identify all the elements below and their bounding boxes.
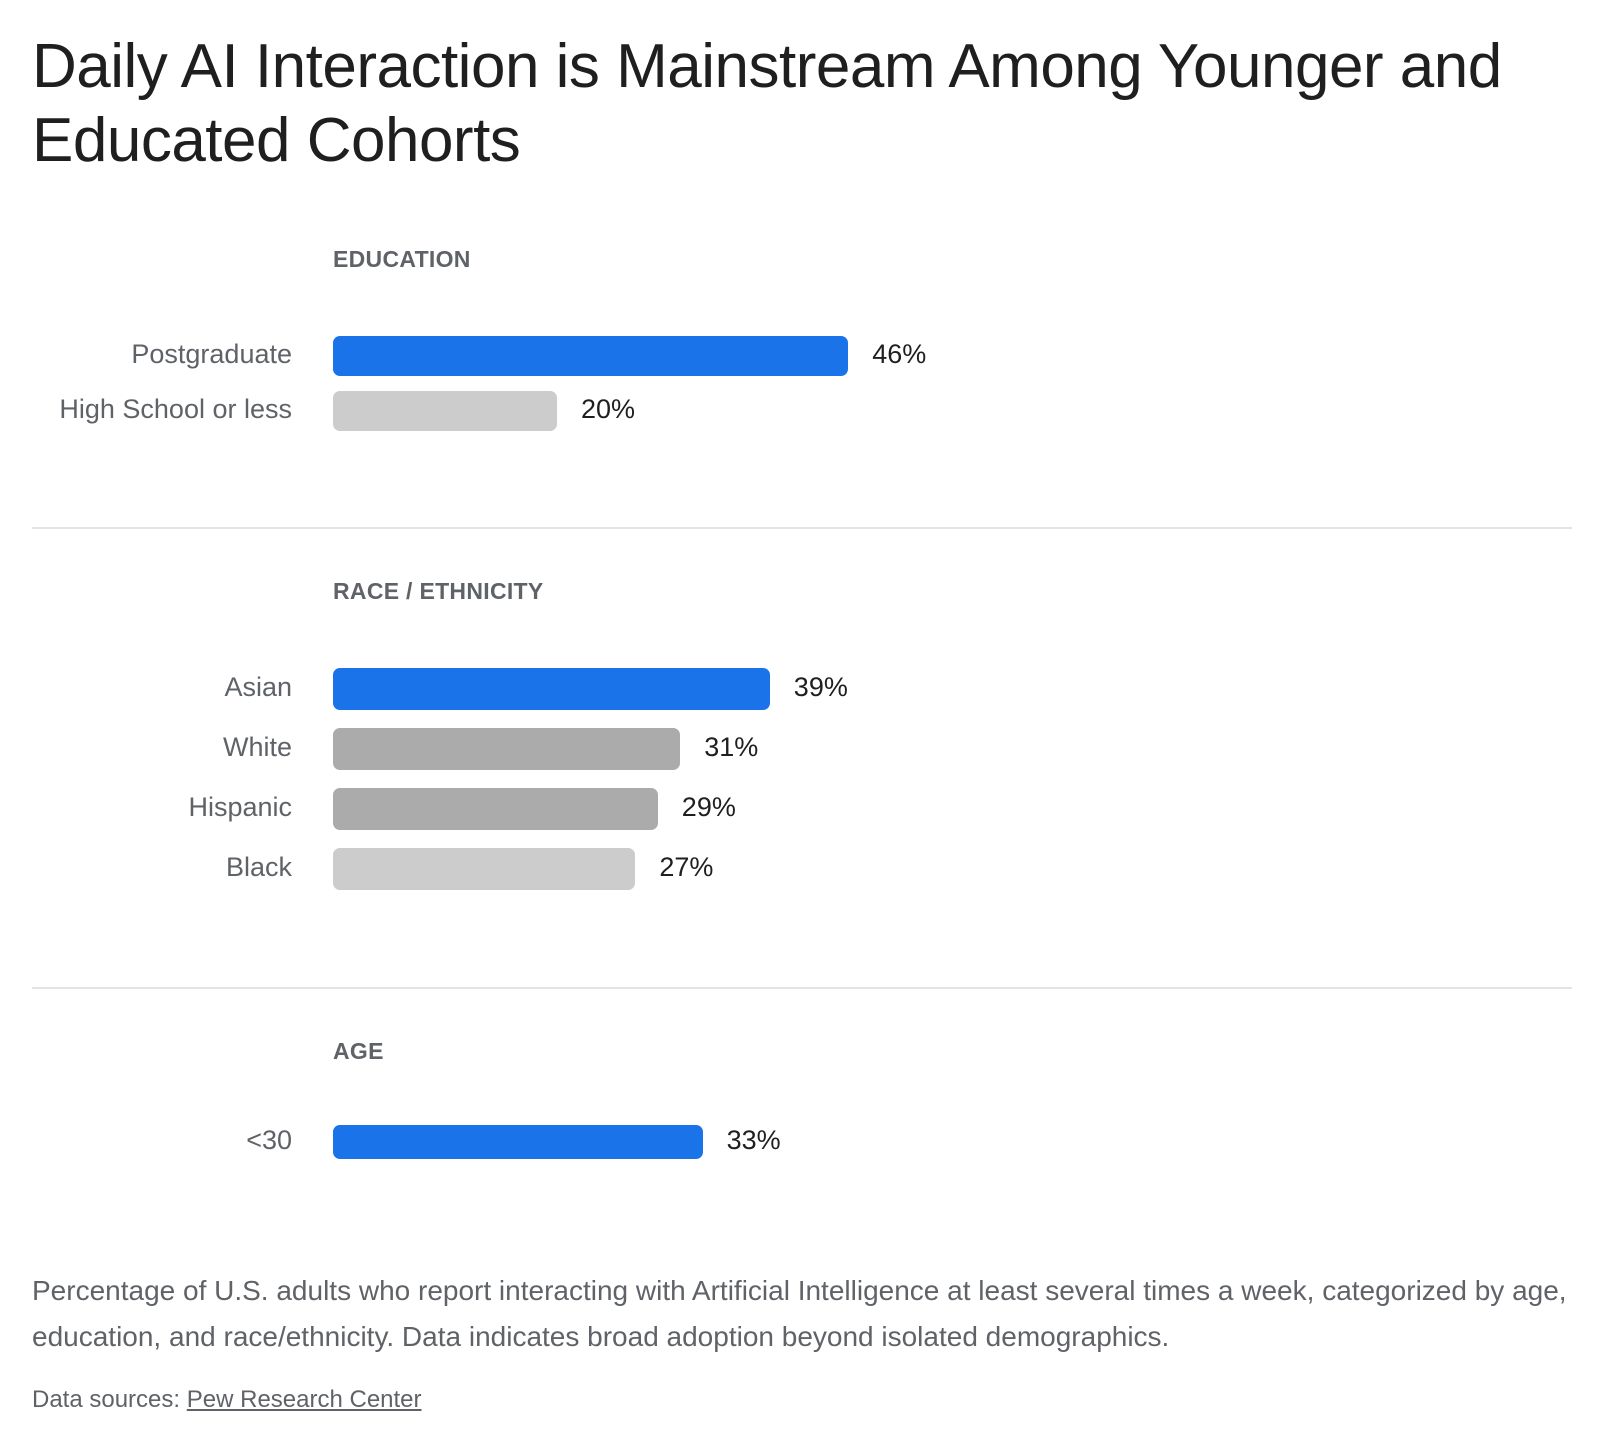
bar: [333, 728, 681, 770]
category-label: White: [222, 732, 292, 762]
bar: [333, 1125, 703, 1159]
chart-caption: Percentage of U.S. adults who report int…: [32, 1275, 1567, 1352]
category-label: Asian: [224, 672, 292, 702]
bar: [333, 336, 849, 376]
data-source: Data sources: Pew Research Center: [32, 1386, 422, 1414]
category-label: Black: [225, 852, 292, 882]
bar: [333, 848, 636, 890]
category-label: <30: [246, 1125, 292, 1155]
section-title: RACE / ETHNICITY: [333, 578, 544, 604]
bar: [333, 391, 557, 431]
section-title: AGE: [333, 1038, 384, 1064]
bar: [333, 788, 658, 830]
chart-title: Daily AI Interaction is Mainstream Among…: [32, 32, 1502, 175]
section-divider: [32, 527, 1572, 529]
bar: [333, 668, 770, 710]
data-label: 39%: [793, 672, 848, 702]
category-label: Postgraduate: [131, 339, 292, 369]
data-label: 29%: [681, 792, 736, 822]
data-label: 31%: [704, 732, 759, 762]
data-label: 27%: [659, 852, 714, 882]
data-label: 46%: [872, 339, 927, 369]
category-label: Hispanic: [188, 792, 292, 822]
section-title: EDUCATION: [333, 246, 471, 272]
data-label: 20%: [581, 394, 636, 424]
category-label: High School or less: [59, 394, 292, 424]
source-link[interactable]: Pew Research Center: [186, 1386, 422, 1413]
data-label: 33%: [726, 1125, 781, 1155]
source-prefix: Data sources:: [32, 1386, 181, 1413]
section-divider: [32, 987, 1572, 989]
